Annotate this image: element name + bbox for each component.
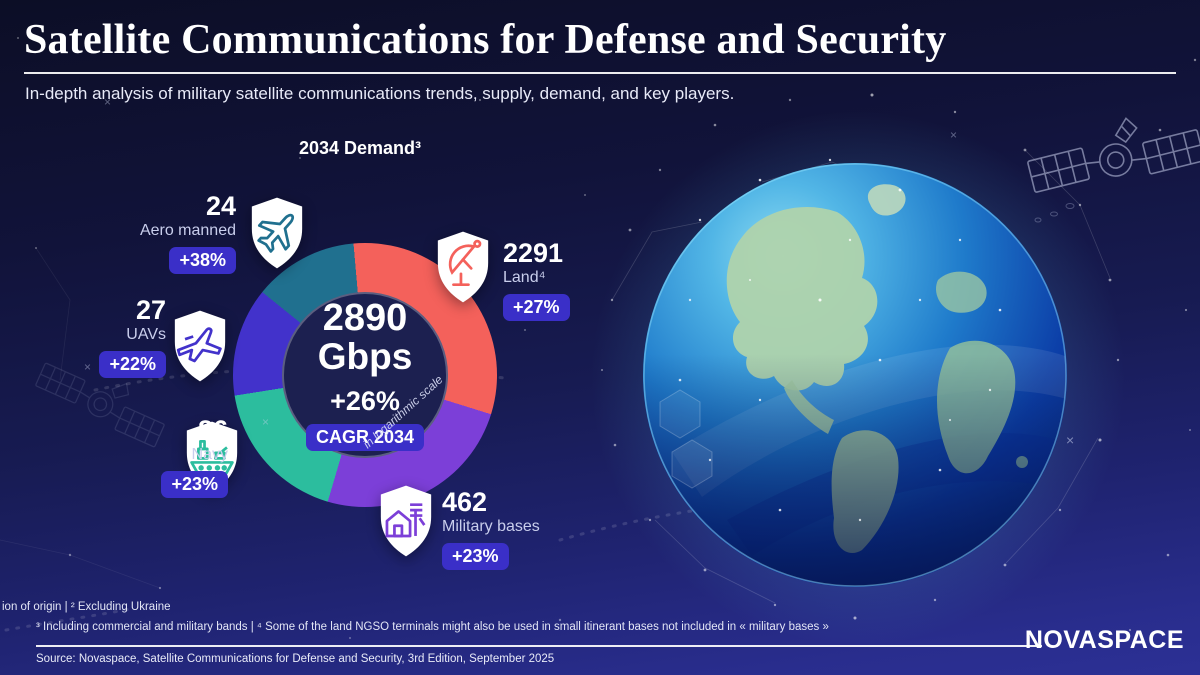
segment-value: 462 — [442, 487, 488, 517]
chart-title: 2034 Demand³ — [298, 138, 422, 158]
military-base-icon — [385, 503, 426, 538]
page-subtitle: In-depth analysis of military satellite … — [25, 84, 735, 103]
callout-military-bases: 462 Military bases +23% — [442, 488, 622, 570]
sparkle-icon: × — [1066, 432, 1075, 448]
satellite-dish-icon — [448, 239, 482, 287]
segment-label: Navy — [191, 446, 228, 464]
novaspace-logo: NOVASPACE — [1024, 626, 1184, 654]
plane-icon — [257, 213, 295, 253]
segment-value: 2291 — [503, 238, 564, 268]
mesh-hexagons — [659, 389, 713, 489]
segment-growth-badge: +27% — [503, 294, 570, 321]
sparkle-icon: × — [104, 95, 112, 109]
source-line: Source: Novaspace, Satellite Communicati… — [36, 653, 555, 665]
total-demand-value: 2890 — [322, 297, 408, 340]
title-divider — [24, 72, 1176, 74]
satellite-line-art — [1027, 117, 1200, 223]
segment-label: UAVs — [126, 326, 166, 344]
donut-center: 2890 Gbps +26% CAGR 2034 — [282, 292, 448, 458]
uav-icon — [176, 327, 222, 363]
cagr-value: +26% — [330, 386, 400, 417]
callout-navy: 86 Navy +23% — [92, 416, 228, 498]
shield-uavs — [166, 307, 234, 385]
satellite-doodle-icon — [35, 362, 165, 448]
sparkle-icon: × — [950, 128, 958, 142]
earth-globe — [643, 158, 1067, 587]
segment-label: Land⁴ — [503, 269, 546, 287]
segment-value: 86 — [197, 415, 228, 445]
shield-military-bases — [372, 482, 440, 560]
footnote-line-1: ion of origin | ² Excluding Ukraine — [2, 601, 171, 613]
segment-label: Military bases — [442, 518, 540, 536]
cagr-label-badge: CAGR 2034 — [305, 424, 425, 451]
shield-land — [429, 228, 497, 306]
footer-divider — [36, 645, 1042, 647]
sparkle-icon: × — [262, 415, 270, 429]
segment-growth-badge: +23% — [161, 471, 228, 498]
segment-value: 27 — [135, 295, 166, 325]
segment-label: Aero manned — [139, 222, 236, 240]
page-title: Satellite Communications for Defense and… — [24, 17, 947, 63]
segment-value: 24 — [205, 191, 236, 221]
total-demand-unit: Gbps — [317, 336, 413, 378]
callout-aero-manned: 24 Aero manned +38% — [88, 192, 236, 274]
navy-ship-icon — [190, 440, 234, 475]
segment-growth-badge: +22% — [99, 351, 166, 378]
constellation-dots — [678, 158, 1002, 522]
segment-growth-badge: +38% — [169, 247, 236, 274]
callout-uavs: 27 UAVs +22% — [30, 296, 166, 378]
footnote-line-2: ³ Including commercial and military band… — [36, 621, 829, 633]
sparkle-icon: × — [84, 360, 92, 374]
callout-land: 2291 Land⁴ +27% — [503, 239, 673, 321]
shield-aero-manned — [243, 194, 311, 272]
segment-growth-badge: +23% — [442, 543, 509, 570]
